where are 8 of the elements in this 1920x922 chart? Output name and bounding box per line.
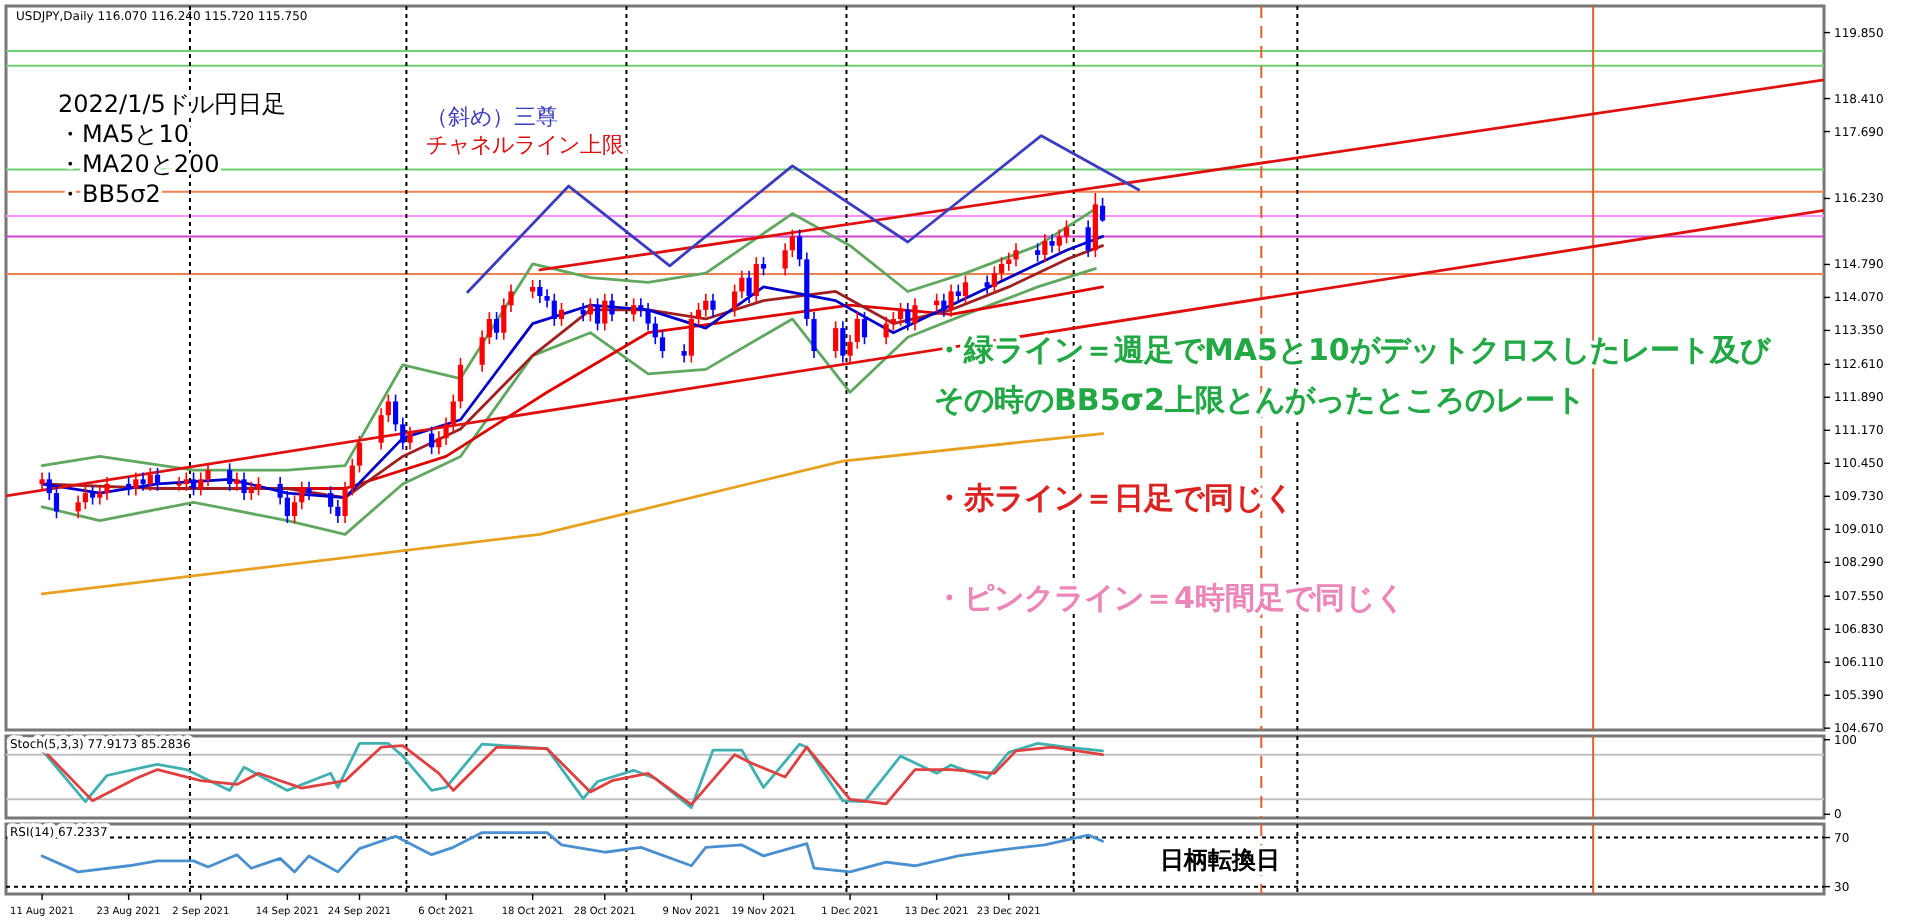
annotation: 日柄転換日 bbox=[1160, 846, 1280, 874]
annotation: ・ピンクライン＝4時間足で同じく bbox=[934, 580, 1405, 616]
annotation: ・赤ライン＝日足で同じく bbox=[934, 480, 1294, 516]
annotation: （斜め）三尊 bbox=[426, 104, 558, 130]
annotation: 2022/1/5ドル円日足 bbox=[58, 90, 286, 118]
annotation: ・MA5と10 bbox=[58, 120, 189, 148]
annotation: その時のBB5σ2上限とんがったところのレート bbox=[934, 382, 1585, 418]
annotation: チャネルライン上限 bbox=[426, 132, 624, 158]
